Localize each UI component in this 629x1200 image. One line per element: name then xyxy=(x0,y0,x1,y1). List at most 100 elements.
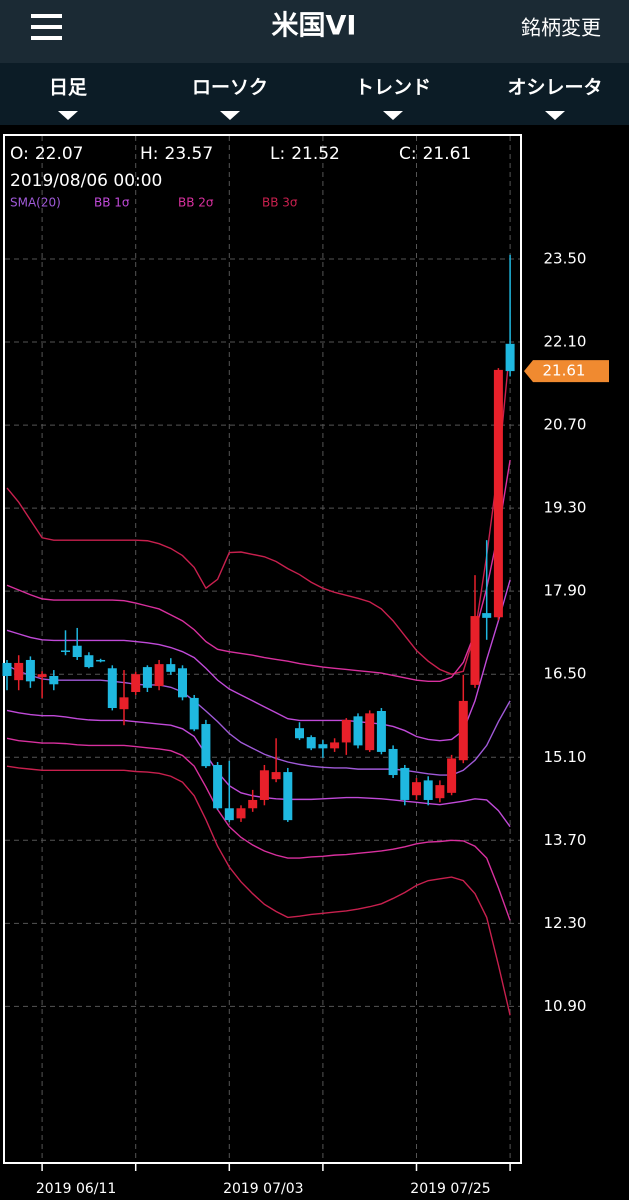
plot-frame xyxy=(3,134,522,1164)
ohlc-info: C: 21.61 xyxy=(399,144,471,164)
y-tick-label: 10.90 xyxy=(544,997,587,1015)
band-lower-line xyxy=(6,737,511,921)
last-price-label: 21.61 xyxy=(543,362,586,380)
change-symbol-button[interactable]: 銘柄変更 xyxy=(521,16,601,40)
candle-body xyxy=(493,369,503,618)
candle-body xyxy=(14,662,24,681)
candle-body xyxy=(330,742,340,749)
ohlc-info: H: 23.57 xyxy=(140,144,213,164)
tab-arrow xyxy=(220,111,240,120)
candle-body xyxy=(154,664,164,687)
candle-body xyxy=(365,713,375,751)
candle-body xyxy=(458,700,468,761)
ohlc-info: O: 22.07 xyxy=(10,144,83,164)
band-upper-line xyxy=(6,459,511,683)
tab-label[interactable]: 日足 xyxy=(49,77,88,99)
tab-arrow xyxy=(383,111,403,120)
y-tick-label: 13.70 xyxy=(544,831,587,849)
menu-line xyxy=(31,36,62,40)
candle-body xyxy=(189,697,199,730)
y-tick-label: 15.10 xyxy=(544,748,587,766)
candle-body xyxy=(400,767,410,800)
candle-body xyxy=(248,799,258,809)
candle-body xyxy=(388,748,398,776)
y-tick-label: 23.50 xyxy=(544,249,587,267)
candle-body xyxy=(224,808,234,821)
tab-label[interactable]: トレンド xyxy=(355,77,431,99)
ohlc-value: 21.61 xyxy=(423,144,472,164)
tab-bar xyxy=(0,63,629,125)
y-tick-label: 22.10 xyxy=(544,333,587,351)
tab-arrow xyxy=(58,111,78,120)
band-lower-line xyxy=(6,765,511,1016)
ohlc-key: C: xyxy=(399,144,417,164)
candle-body xyxy=(271,772,281,780)
tab-arrow xyxy=(545,111,565,120)
candle-body xyxy=(25,659,35,682)
selected-date: 2019/08/06 00:00 xyxy=(10,171,162,191)
candle-body xyxy=(341,719,351,743)
candle-body xyxy=(2,662,12,676)
y-tick-label: 20.70 xyxy=(544,416,587,434)
candle-body xyxy=(470,616,480,685)
candle-body xyxy=(96,659,106,662)
candle-body xyxy=(283,772,293,821)
ohlc-key: O: xyxy=(10,144,29,164)
x-tick-label: 2019 06/11 xyxy=(36,1181,116,1197)
legend-entry: SMA(20) xyxy=(10,196,61,210)
candle-body xyxy=(213,764,223,809)
sma-line xyxy=(6,664,511,776)
candle-body xyxy=(107,668,117,709)
candle-body xyxy=(505,343,515,372)
tab-label[interactable]: オシレータ xyxy=(507,77,602,99)
x-tick-label: 2019 07/03 xyxy=(223,1181,303,1197)
candle-body xyxy=(318,744,328,749)
candle-body xyxy=(61,650,70,652)
legend-entry: BB 1σ xyxy=(94,196,130,210)
candle-body xyxy=(142,667,152,688)
ohlc-key: H: xyxy=(140,144,159,164)
candle-body xyxy=(259,770,269,800)
legend-entry: BB 2σ xyxy=(178,196,214,210)
candle-body xyxy=(482,613,492,618)
menu-line xyxy=(31,14,62,18)
candle-body xyxy=(295,728,304,739)
y-tick-label: 17.90 xyxy=(544,582,587,600)
legend-entry: BB 3σ xyxy=(262,196,298,210)
band-upper-line xyxy=(6,344,511,675)
ohlc-value: 22.07 xyxy=(35,144,84,164)
ohlc-info: L: 21.52 xyxy=(270,144,340,164)
candle-body xyxy=(119,697,129,710)
y-tick-label: 12.30 xyxy=(544,914,587,932)
candle-body xyxy=(201,724,211,767)
candle-body xyxy=(178,668,187,698)
header-bar xyxy=(0,0,629,63)
candle-body xyxy=(423,780,433,800)
candle-body xyxy=(37,674,47,678)
candle-body xyxy=(166,664,176,672)
x-tick-label: 2019 07/25 xyxy=(410,1181,490,1197)
candle-body xyxy=(236,808,246,819)
last-price-tag xyxy=(524,360,609,383)
candle-body xyxy=(49,675,59,685)
tab-label[interactable]: ローソク xyxy=(192,77,268,99)
band-upper-line xyxy=(6,579,511,742)
candle-body xyxy=(376,710,386,752)
candle-body xyxy=(306,737,316,749)
candle-body xyxy=(435,785,445,799)
ohlc-value: 23.57 xyxy=(165,144,214,164)
candle-body xyxy=(72,645,82,658)
candle-body xyxy=(447,758,457,793)
y-tick-label: 16.50 xyxy=(544,665,587,683)
candle-body xyxy=(353,716,363,746)
candle-body xyxy=(412,782,421,796)
ohlc-key: L: xyxy=(270,144,285,164)
band-lower-line xyxy=(6,709,511,828)
menu-line xyxy=(31,25,62,29)
header-title: 米国VI xyxy=(272,11,357,42)
y-tick-label: 19.30 xyxy=(544,499,587,517)
candle-body xyxy=(131,674,141,693)
menu-icon[interactable] xyxy=(31,14,62,40)
